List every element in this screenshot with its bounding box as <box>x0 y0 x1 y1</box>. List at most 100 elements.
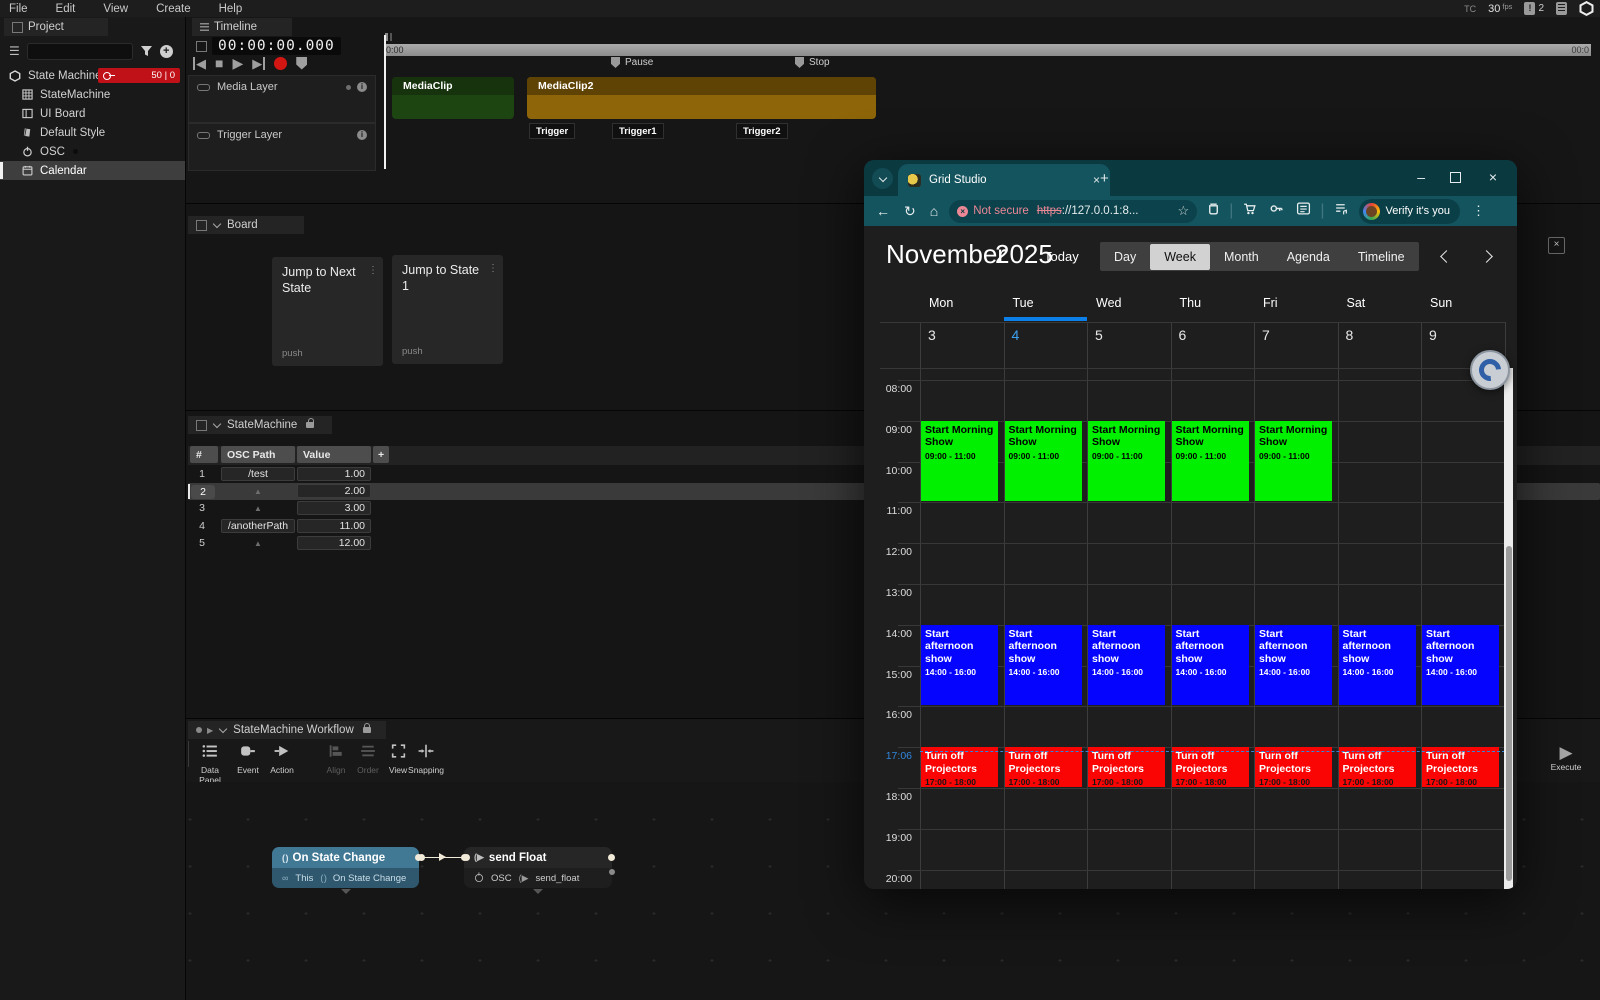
column-header-num[interactable]: # <box>190 446 218 463</box>
playhead[interactable] <box>384 35 386 169</box>
extension-icon[interactable] <box>1206 201 1221 221</box>
menu-edit[interactable]: Edit <box>55 2 76 15</box>
record-button[interactable] <box>274 56 288 70</box>
state-machine-badge[interactable]: 50 | 0 <box>98 68 180 83</box>
notification-icon[interactable]: ! 2 <box>1524 2 1544 15</box>
calendar-event[interactable]: Start afternoon show 14:00 - 16:00 <box>921 624 998 706</box>
view-button-agenda[interactable]: Agenda <box>1286 249 1330 264</box>
node-expand-icon[interactable] <box>533 889 543 894</box>
reload-icon[interactable]: ↻ <box>904 202 916 219</box>
column-header-value[interactable]: Value <box>297 446 371 463</box>
view-button-timeline[interactable]: Timeline <box>1357 249 1405 264</box>
value-cell[interactable]: 3.00 <box>297 501 371 516</box>
sidebar-item-ui-board[interactable]: UI Board <box>0 104 185 123</box>
calendar-event[interactable]: Start afternoon show 14:00 - 16:00 <box>1338 624 1416 706</box>
timeline-ruler[interactable]: 0:00 00:0 <box>384 44 1591 56</box>
node-on-state-change[interactable]: ( ) On State Change ∞ This ( ) On State … <box>272 847 422 894</box>
tab-timeline[interactable]: Timeline <box>192 18 292 36</box>
value-cell[interactable]: 12.00 <box>297 535 371 550</box>
date-cell[interactable]: 8 <box>1345 327 1354 343</box>
menu-help[interactable]: Help <box>218 2 243 15</box>
tab-close-icon[interactable]: × <box>1092 173 1100 187</box>
column-header-oscpath[interactable]: OSC Path <box>221 446 295 463</box>
day-header-sun[interactable]: Sun <box>1430 296 1453 310</box>
node-pill-sendfloat[interactable]: send_float <box>535 872 580 884</box>
calendar-event[interactable]: Turn off Projectors 17:00 - 18:00 <box>1171 747 1249 787</box>
timeline-loop-checkbox[interactable] <box>196 41 207 52</box>
osc-path-cell[interactable]: /test <box>221 467 295 481</box>
view-button-month[interactable]: Month <box>1223 249 1259 264</box>
day-header-tue[interactable]: Tue <box>1012 296 1034 310</box>
tree-view-icon[interactable]: ☰ <box>9 44 20 58</box>
skip-start-button[interactable]: ◀ <box>193 56 206 70</box>
sidebar-item-default-style[interactable]: Default Style <box>0 123 185 142</box>
date-cell[interactable]: 3 <box>928 327 936 343</box>
output-port[interactable] <box>608 854 615 861</box>
calendar-event[interactable]: Turn off Projectors 17:00 - 18:00 <box>1004 747 1082 787</box>
tab-board[interactable]: Board <box>188 216 304 234</box>
node-send-float[interactable]: (▶ send Float OSC (▶ send_float <box>461 847 615 894</box>
trigger-marker[interactable]: Trigger1 <box>612 123 664 139</box>
play-button[interactable]: ▶ <box>232 55 244 71</box>
clock-widget[interactable] <box>1470 350 1510 390</box>
board-button-jump-next[interactable]: Jump to Next State ⋮ push <box>272 257 383 366</box>
scrollbar-thumb[interactable] <box>1505 546 1512 881</box>
value-cell[interactable]: 2.00 <box>297 484 371 499</box>
menu-create[interactable]: Create <box>156 2 191 15</box>
reading-list-icon[interactable] <box>1296 201 1311 221</box>
node-expand-icon[interactable] <box>340 889 351 894</box>
marker-pause[interactable]: Pause <box>611 57 653 68</box>
tab-project[interactable]: Project <box>4 18 108 36</box>
add-column-button[interactable]: + <box>373 446 389 463</box>
maximize-button[interactable] <box>1450 172 1461 183</box>
trigger-marker[interactable]: Trigger2 <box>736 123 788 139</box>
info-icon[interactable]: i <box>357 82 367 92</box>
date-cell[interactable]: 9 <box>1429 327 1437 343</box>
date-cell[interactable]: 6 <box>1178 327 1187 343</box>
more-options-icon[interactable]: ⋮ <box>488 263 498 274</box>
calendar-event[interactable]: Start afternoon show 14:00 - 16:00 <box>1422 624 1499 706</box>
calendar-event[interactable]: Turn off Projectors 17:00 - 18:00 <box>921 747 998 787</box>
sidebar-item-osc[interactable]: OSC <box>0 142 185 161</box>
day-header-thu[interactable]: Thu <box>1179 296 1202 310</box>
toolbar-button-action[interactable]: Action <box>262 744 302 775</box>
view-button-week[interactable]: Week <box>1150 243 1210 270</box>
step-forward-button[interactable]: ▶ <box>252 56 266 70</box>
calendar-event[interactable]: Start afternoon show 14:00 - 16:00 <box>1171 624 1249 706</box>
calendar-event[interactable]: Turn off Projectors 17:00 - 18:00 <box>1255 747 1332 787</box>
calendar-event[interactable]: Start afternoon show 14:00 - 16:00 <box>1255 624 1332 706</box>
calendar-scrollbar[interactable] <box>1504 368 1513 889</box>
back-icon[interactable]: ← <box>876 203 890 219</box>
toolbar-button-snapping[interactable]: Snapping <box>406 744 446 775</box>
browser-tab-grid-studio[interactable]: Grid Studio × <box>898 164 1110 196</box>
timeline-hscroll-track[interactable] <box>390 33 392 41</box>
secondary-port[interactable] <box>609 869 615 875</box>
fps-indicator[interactable]: 30 fps <box>1488 2 1512 15</box>
board-button-jump-state1[interactable]: Jump to State 1 ⋮ push <box>392 255 503 364</box>
panel-close-button[interactable]: × <box>1548 237 1565 254</box>
toolbar-button-event[interactable]: Event <box>228 744 268 775</box>
osc-path-cell[interactable]: /anotherPath <box>221 518 295 533</box>
view-button-day[interactable]: Day <box>1114 249 1137 264</box>
menu-file[interactable]: File <box>9 2 28 15</box>
calendar-event[interactable]: Turn off Projectors 17:00 - 18:00 <box>1338 747 1416 787</box>
layer-link-icon[interactable] <box>197 132 210 139</box>
sidebar-item-state-machine[interactable]: State Machine 50 | 0 <box>0 66 185 85</box>
trigger-layer-row[interactable]: Trigger Layer i <box>188 123 376 171</box>
calendar-event[interactable]: Start Morning Show 09:00 - 11:00 <box>1088 420 1165 502</box>
address-bar[interactable]: × Not secure https://127.0.0.1:8... ☆ <box>949 199 1198 223</box>
calendar-event[interactable]: Start Morning Show 09:00 - 11:00 <box>1171 420 1249 502</box>
calendar-event[interactable]: Start afternoon show 14:00 - 16:00 <box>1088 624 1165 706</box>
value-cell[interactable]: 11.00 <box>297 518 371 533</box>
calendar-event[interactable]: Turn off Projectors 17:00 - 18:00 <box>1088 747 1165 787</box>
info-icon[interactable]: i <box>357 130 367 140</box>
add-icon[interactable]: + <box>159 44 173 58</box>
tab-statemachine[interactable]: StateMachine <box>188 416 332 434</box>
home-icon[interactable]: ⌂ <box>929 203 939 219</box>
layer-link-icon[interactable] <box>197 84 210 91</box>
node-pill-osc[interactable]: OSC <box>491 872 512 884</box>
timeline-hscroll-handle[interactable] <box>385 33 388 41</box>
tab-statemachine-workflow[interactable]: ▶ StateMachine Workflow <box>188 721 386 739</box>
table-row[interactable]: 1/test 1.00 <box>188 466 1600 483</box>
calendar-event[interactable]: Start afternoon show 14:00 - 16:00 <box>1004 624 1082 706</box>
